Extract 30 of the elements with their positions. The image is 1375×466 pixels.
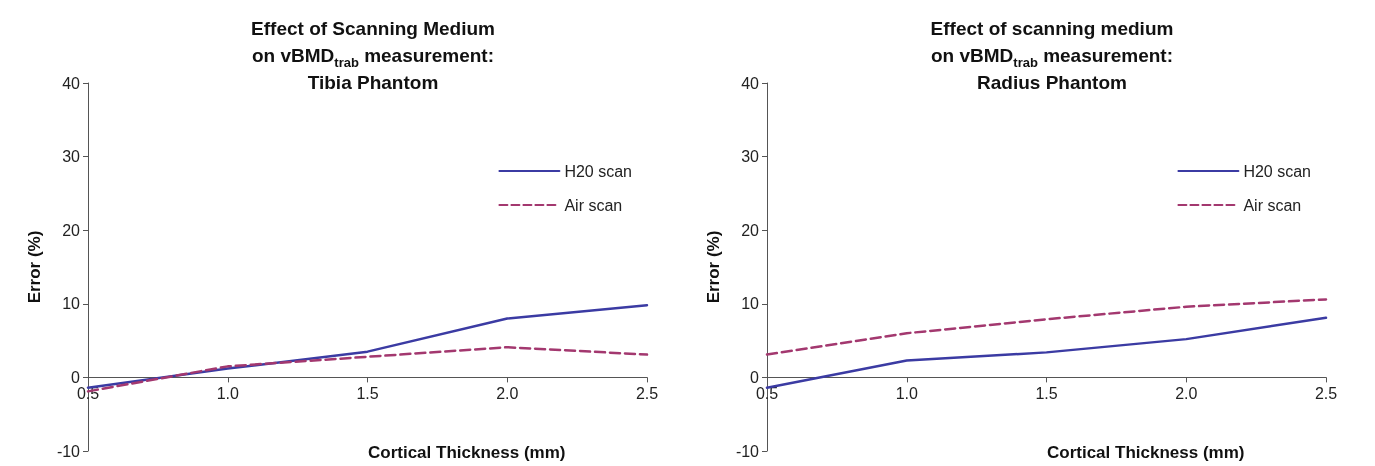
legend-label: H20 scan: [1243, 162, 1311, 180]
x-axis-title: Cortical Thickness (mm): [1046, 443, 1245, 462]
x-axis-title: Cortical Thickness (mm): [367, 443, 566, 462]
y-tick-label: -10: [735, 442, 760, 460]
x-tick-label: 1.5: [1035, 384, 1058, 402]
y-tick-label: 20: [741, 221, 760, 239]
line-series: [765, 298, 1328, 356]
legend-label: Air scan: [1243, 196, 1302, 214]
x-tick-label: 2.0: [1175, 384, 1198, 402]
y-axis-title: Error (%): [704, 230, 723, 304]
x-tick-label: 1.0: [216, 384, 239, 402]
y-tick-label: 0: [750, 368, 760, 386]
x-tick-label: 2.5: [1314, 384, 1338, 402]
line-series: [765, 316, 1328, 389]
x-tick-label: 2.0: [496, 384, 519, 402]
y-tick-label: 10: [741, 295, 760, 313]
y-tick-label: 20: [62, 221, 81, 239]
y-tick-label: 40: [741, 74, 760, 92]
legend-label: H20 scan: [564, 162, 632, 180]
y-tick-label: 0: [71, 368, 81, 386]
y-tick-label: 10: [62, 295, 81, 313]
x-tick-label: 1.0: [895, 384, 918, 402]
y-axis-title: Error (%): [25, 230, 44, 304]
x-tick-label: 1.5: [356, 384, 379, 402]
y-tick-label: 40: [62, 74, 81, 92]
x-tick-label: 2.5: [635, 384, 659, 402]
legend-label: Air scan: [564, 196, 623, 214]
y-tick-label: 30: [741, 148, 760, 166]
y-tick-label: 30: [62, 148, 81, 166]
y-tick-label: -10: [56, 442, 81, 460]
